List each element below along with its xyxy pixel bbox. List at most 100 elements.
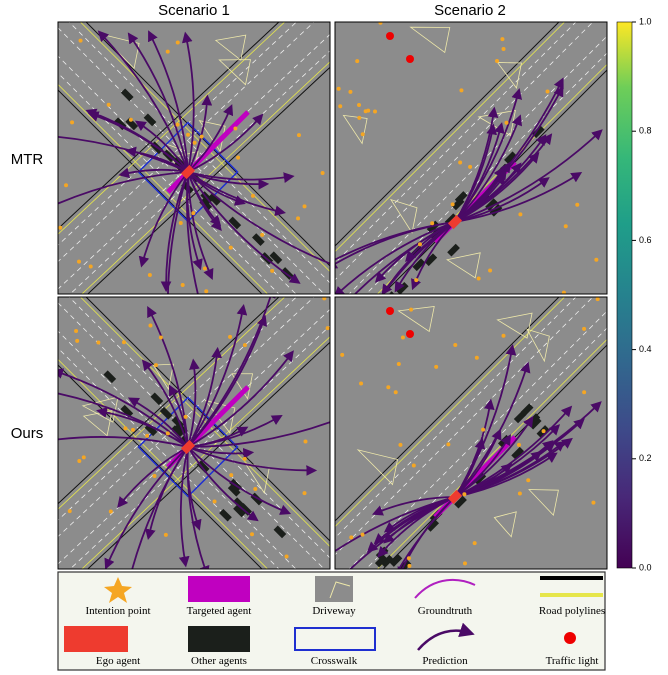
intention-point <box>228 335 232 339</box>
intention-point <box>233 126 237 130</box>
intention-point <box>502 334 506 338</box>
intention-point <box>166 50 170 54</box>
legend-label: Road polylines <box>539 605 605 617</box>
icon-targeted <box>188 576 250 602</box>
column-title: Scenario 1 <box>158 2 230 19</box>
intention-point <box>596 297 600 301</box>
colorbar <box>617 22 632 568</box>
intention-point <box>181 283 185 287</box>
traffic-light <box>386 32 394 40</box>
intention-point <box>285 554 289 558</box>
intention-point <box>148 273 152 277</box>
icon-other <box>188 626 250 652</box>
intention-point <box>191 211 195 215</box>
intention-point <box>303 204 307 208</box>
row-title: MTR <box>11 151 44 168</box>
intention-point <box>75 339 79 343</box>
legend-label: Traffic light <box>546 655 599 667</box>
intention-point <box>394 390 398 394</box>
column-title: Scenario 2 <box>434 2 506 19</box>
scene-panel <box>14 252 373 613</box>
intention-point <box>459 88 463 92</box>
intention-point <box>96 341 100 345</box>
intention-point <box>575 203 579 207</box>
intention-point <box>500 37 504 41</box>
intention-point <box>89 265 93 269</box>
intention-point <box>582 327 586 331</box>
intention-point <box>414 278 418 282</box>
intention-point <box>152 474 156 478</box>
intention-point <box>193 141 197 145</box>
intention-point <box>176 123 180 127</box>
intention-point <box>594 258 598 262</box>
intention-point <box>338 104 342 108</box>
intention-point <box>179 221 183 225</box>
intention-point <box>164 533 168 537</box>
intention-point <box>458 161 462 165</box>
intention-point <box>398 443 402 447</box>
intention-point <box>546 89 550 93</box>
intention-point <box>176 41 180 45</box>
colorbar-tick-label: 1.0 <box>639 16 652 26</box>
intention-point <box>107 103 111 107</box>
intention-point <box>502 47 506 51</box>
intention-point <box>357 103 361 107</box>
legend-label: Other agents <box>191 655 247 667</box>
intention-point <box>77 459 81 463</box>
intention-point <box>82 455 86 459</box>
intention-point <box>184 415 188 419</box>
intention-point <box>407 556 411 560</box>
intention-point <box>430 221 434 225</box>
intention-point <box>213 499 217 503</box>
intention-point <box>453 343 457 347</box>
colorbar-tick-label: 0.4 <box>639 344 652 354</box>
intention-point <box>260 233 264 237</box>
intention-point <box>186 133 190 137</box>
intention-point <box>145 434 149 438</box>
intention-point <box>340 353 344 357</box>
intention-point <box>321 171 325 175</box>
icon-driveway <box>315 576 353 602</box>
intention-point <box>409 308 413 312</box>
traffic-light <box>406 55 414 63</box>
intention-point <box>518 491 522 495</box>
intention-point <box>517 443 521 447</box>
colorbar-tick-label: 0.2 <box>639 453 652 463</box>
intention-point <box>475 356 479 360</box>
intention-point <box>401 335 405 339</box>
panels <box>14 0 651 625</box>
intention-point <box>123 426 127 430</box>
intention-point <box>229 473 233 477</box>
intention-point <box>250 532 254 536</box>
intention-point <box>253 487 257 491</box>
intention-point <box>148 323 152 327</box>
intention-point <box>109 510 113 514</box>
legend-label: Groundtruth <box>418 605 473 617</box>
scene-panel <box>291 0 651 338</box>
intention-point <box>418 242 422 246</box>
intention-point <box>131 428 135 432</box>
legend-label: Intention point <box>85 605 150 617</box>
icon-ego <box>64 626 128 652</box>
intention-point <box>378 21 382 25</box>
intention-point <box>251 194 255 198</box>
colorbar-ticks: 0.00.20.40.60.81.0 <box>632 16 652 572</box>
intention-point <box>477 277 481 281</box>
traffic-light <box>406 330 414 338</box>
intention-point <box>518 212 522 216</box>
intention-point <box>397 362 401 366</box>
intention-point <box>70 120 74 124</box>
intention-point <box>473 541 477 545</box>
scene-content <box>14 252 373 613</box>
intention-point <box>526 478 530 482</box>
legend-label: Crosswalk <box>311 655 358 667</box>
intention-point <box>364 109 368 113</box>
scene-panel <box>14 0 373 346</box>
intention-point <box>504 121 508 125</box>
legend-label: Driveway <box>312 605 356 617</box>
intention-point <box>270 269 274 273</box>
intention-point <box>68 509 72 513</box>
intention-point <box>542 429 546 433</box>
intention-point <box>58 226 62 230</box>
intention-point <box>337 87 341 91</box>
